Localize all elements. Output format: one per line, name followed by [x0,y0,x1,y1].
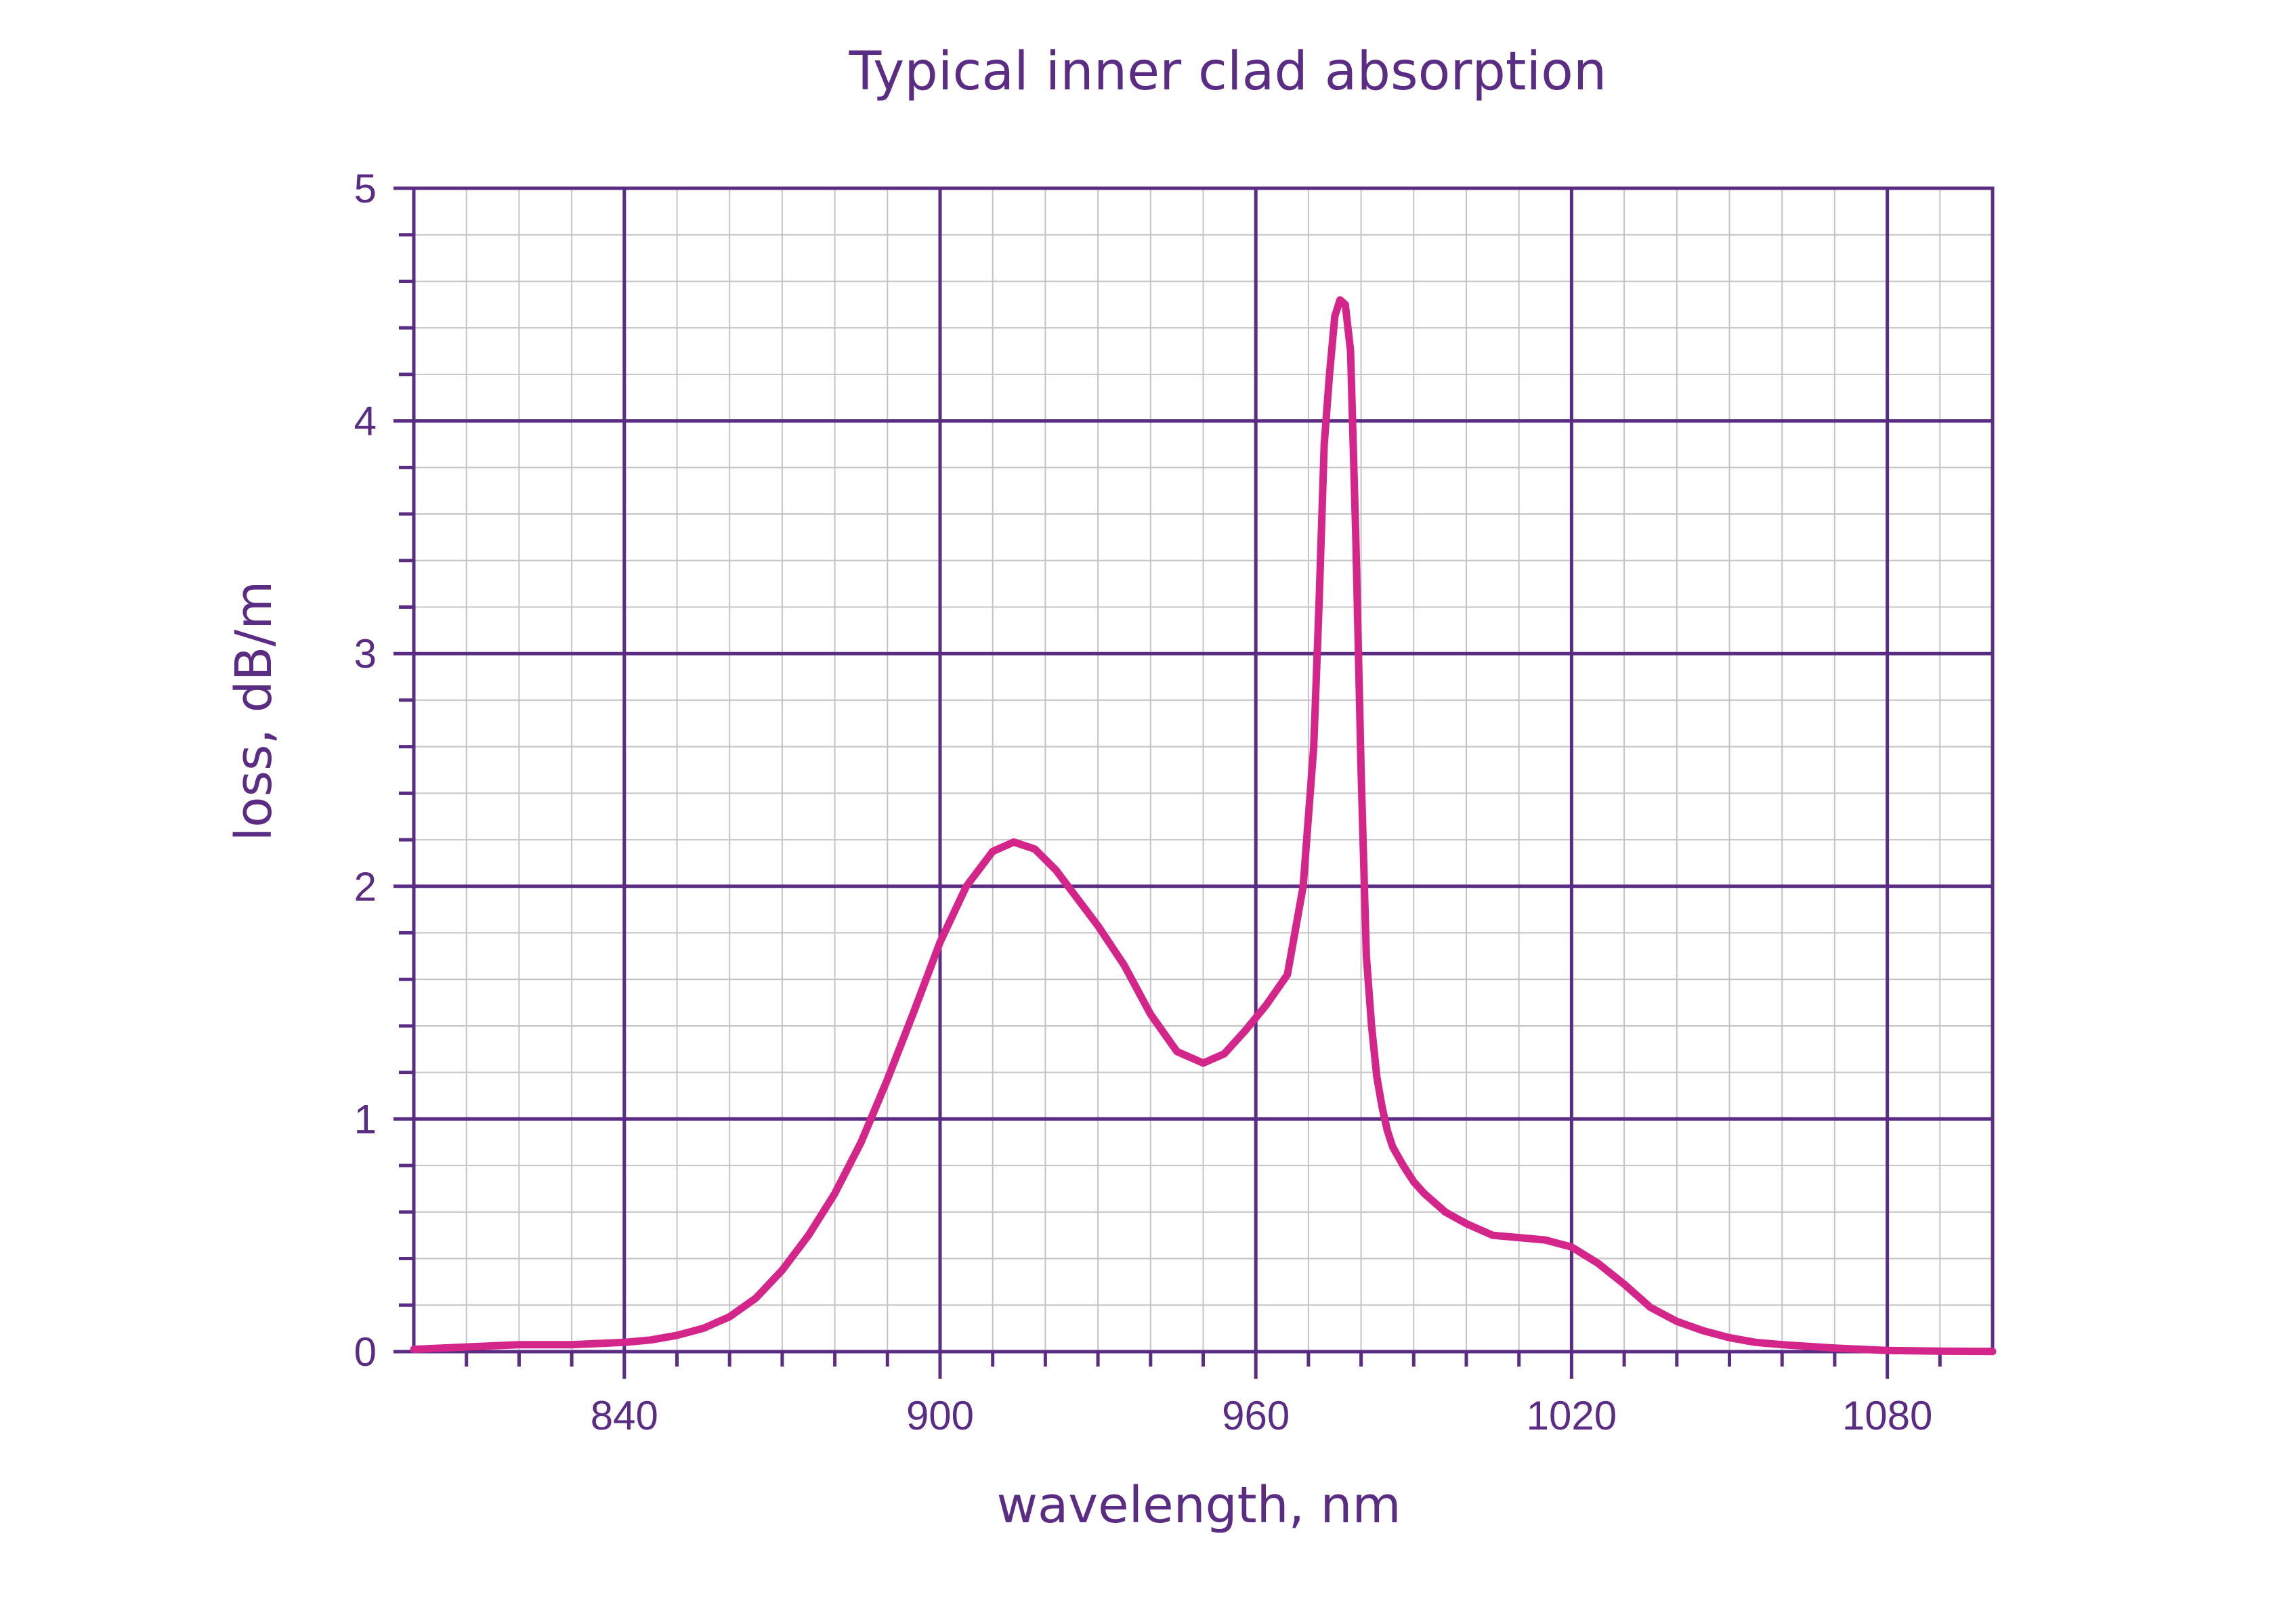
y-tick-label: 4 [354,399,377,444]
y-tick-label: 3 [354,631,377,676]
x-tick-label: 900 [906,1393,974,1438]
x-tick-label: 1020 [1527,1393,1617,1438]
series-line [410,296,1997,1356]
y-axis-tick-labels: 0 1 2 3 4 5 [354,166,377,1375]
y-tick-label: 5 [354,166,377,211]
major-gridlines [394,188,1993,1379]
minor-ticks [394,186,1942,1367]
minor-gridlines [414,188,1993,1352]
x-tick-label: 1080 [1842,1393,1932,1438]
x-tick-label: 840 [591,1393,658,1438]
y-tick-label: 1 [354,1096,377,1142]
x-tick-label: 960 [1222,1393,1290,1438]
x-axis-tick-labels: 840 900 960 1020 1080 [591,1393,1933,1438]
y-axis-label: loss, dB/m [225,581,283,842]
y-tick-label: 0 [354,1329,377,1375]
y-tick-label: 2 [354,864,377,909]
x-axis-label: wavelength, nm [996,1476,1401,1534]
chart-title: Typical inner clad absorption [849,41,1607,102]
